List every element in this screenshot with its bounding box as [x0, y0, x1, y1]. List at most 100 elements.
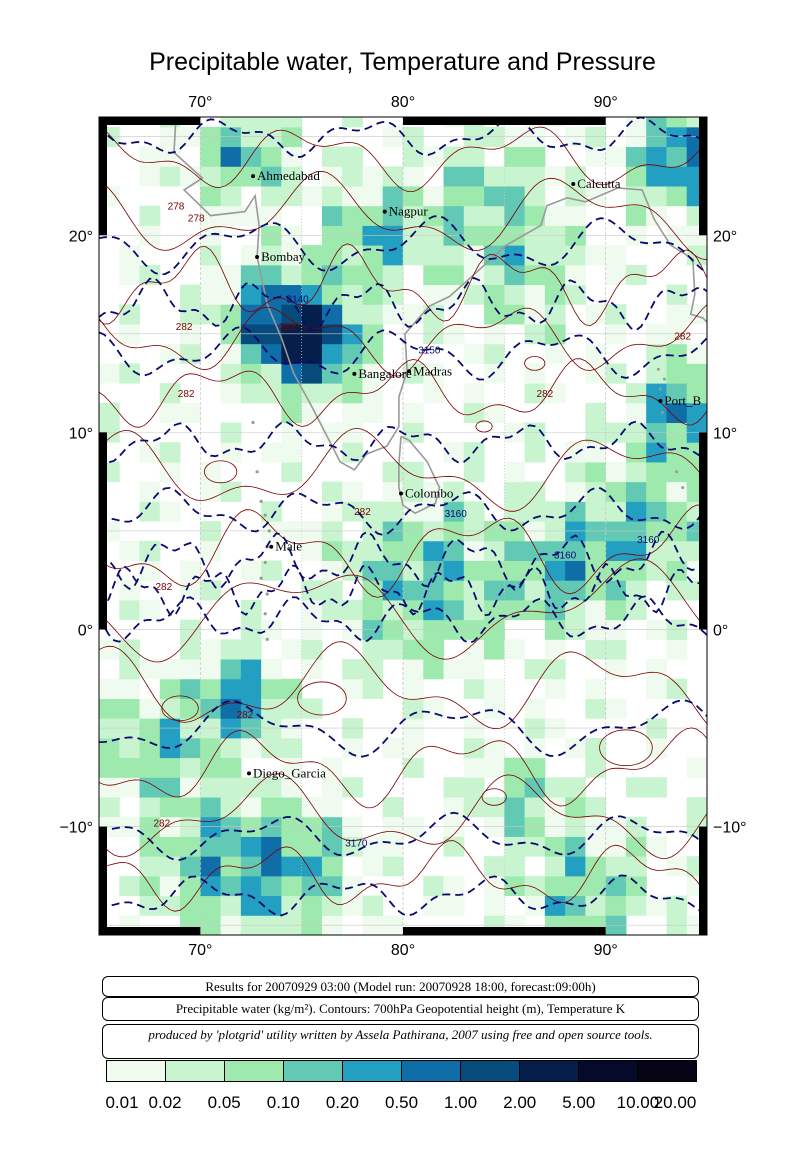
- precip-cell: [585, 481, 607, 502]
- city-label: Bombay: [261, 249, 306, 264]
- precip-cell: [625, 540, 647, 561]
- map-frame: [98, 116, 708, 936]
- precip-cell: [301, 185, 323, 207]
- precip-cell: [544, 343, 566, 364]
- precip-cell: [200, 461, 222, 483]
- precip-cell: [342, 304, 363, 325]
- precip-cell: [362, 363, 384, 384]
- precip-cell: [180, 856, 201, 877]
- precip-cell: [646, 895, 667, 916]
- precip-cell: [423, 698, 445, 719]
- bottom-tick-label: 70°: [188, 942, 212, 959]
- left-tick-label: 10°: [69, 425, 93, 442]
- precip-cell: [321, 540, 343, 561]
- precip-cell: [423, 264, 445, 286]
- precip-cell: [605, 304, 627, 325]
- precip-cell: [504, 461, 526, 483]
- precip-cell: [99, 698, 120, 719]
- city-dot: [269, 544, 274, 549]
- precip-cell: [119, 363, 141, 384]
- atoll: [263, 560, 267, 565]
- precip-cell: [463, 560, 485, 581]
- precip-cell: [180, 895, 201, 916]
- precip-cell: [261, 895, 282, 916]
- precip-cell: [463, 678, 485, 699]
- precip-cell: [646, 402, 667, 424]
- city-label: Colombo: [405, 485, 453, 500]
- precip-cell: [423, 540, 445, 561]
- precip-cell: [423, 146, 445, 167]
- city-label: Nagpur: [389, 204, 429, 219]
- atoll: [267, 529, 271, 533]
- precip-cell: [484, 639, 505, 660]
- precip-cell: [403, 146, 424, 167]
- precip-cell: [139, 797, 161, 818]
- colorbar-swatch: [225, 1061, 284, 1081]
- precip-cell: [321, 501, 343, 522]
- precip-cell: [443, 599, 465, 621]
- precip-cell: [220, 757, 242, 778]
- precip-cell: [646, 777, 667, 798]
- precip-cell: [686, 757, 707, 778]
- precip-cell: [321, 383, 343, 404]
- precip-cell: [646, 501, 667, 522]
- precip-cell: [139, 264, 161, 286]
- precip-cell: [301, 797, 323, 818]
- precip-cell: [261, 363, 282, 384]
- precip-cell: [362, 185, 384, 207]
- precip-cell: [301, 856, 323, 877]
- precip-cell: [180, 678, 201, 699]
- precip-cell: [646, 146, 667, 167]
- contour-label: 282: [237, 710, 254, 721]
- colorbar-label: 0.10: [266, 1093, 300, 1112]
- precip-cell: [382, 284, 404, 305]
- precip-cell: [504, 284, 526, 305]
- contour-label: 282: [674, 332, 691, 343]
- precip-cell: [200, 580, 222, 601]
- colorbar-labels: 0.01 0.02 0.05 0.10 0.20 0.50 1.00 2.00 5.00 10.0…: [0, 1093, 805, 1117]
- precip-cell: [321, 304, 343, 325]
- temperature-contour: [99, 641, 707, 730]
- colorbar-swatch: [579, 1061, 638, 1081]
- precip-cell: [281, 698, 303, 719]
- frame-bar: [99, 117, 201, 125]
- precip-cell: [240, 737, 262, 759]
- temperature-contour-loop: [524, 356, 546, 371]
- geopotential-contours: [99, 117, 707, 917]
- left-tick-label: −10°: [59, 820, 93, 837]
- precip-cell: [240, 856, 262, 877]
- precip-cell: [342, 599, 363, 621]
- precip-cell: [159, 402, 181, 424]
- precip-cell: [423, 875, 445, 897]
- precip-cell: [180, 580, 201, 601]
- precip-cell: [382, 639, 404, 660]
- colorbar-swatch: [402, 1061, 461, 1081]
- precip-cell: [666, 146, 688, 167]
- precip-cell: [342, 284, 363, 305]
- right-tick-label: 20°: [713, 228, 737, 245]
- precip-cell: [544, 599, 566, 621]
- temperature-contour: [99, 504, 707, 598]
- precip-cell: [585, 599, 607, 621]
- precip-cell: [261, 777, 282, 798]
- city-dot: [398, 491, 403, 496]
- colorbar-swatch: [520, 1061, 579, 1081]
- precip-cell: [119, 639, 141, 660]
- precip-cell: [220, 659, 242, 680]
- precip-cell: [646, 185, 667, 207]
- precip-cell: [565, 856, 586, 877]
- precip-cell: [362, 304, 384, 325]
- precip-cell: [423, 639, 445, 660]
- precip-cell: [180, 836, 201, 857]
- precip-cell: [382, 245, 404, 266]
- precip-cell: [220, 737, 242, 759]
- precip-cell: [301, 304, 323, 325]
- precip-cell: [119, 757, 141, 778]
- precip-cell: [666, 442, 688, 463]
- precip-cell: [443, 580, 465, 601]
- precip-cell: [220, 166, 242, 187]
- precip-cell: [180, 797, 201, 818]
- precip-cell: [585, 757, 607, 778]
- precip-cell: [484, 875, 505, 897]
